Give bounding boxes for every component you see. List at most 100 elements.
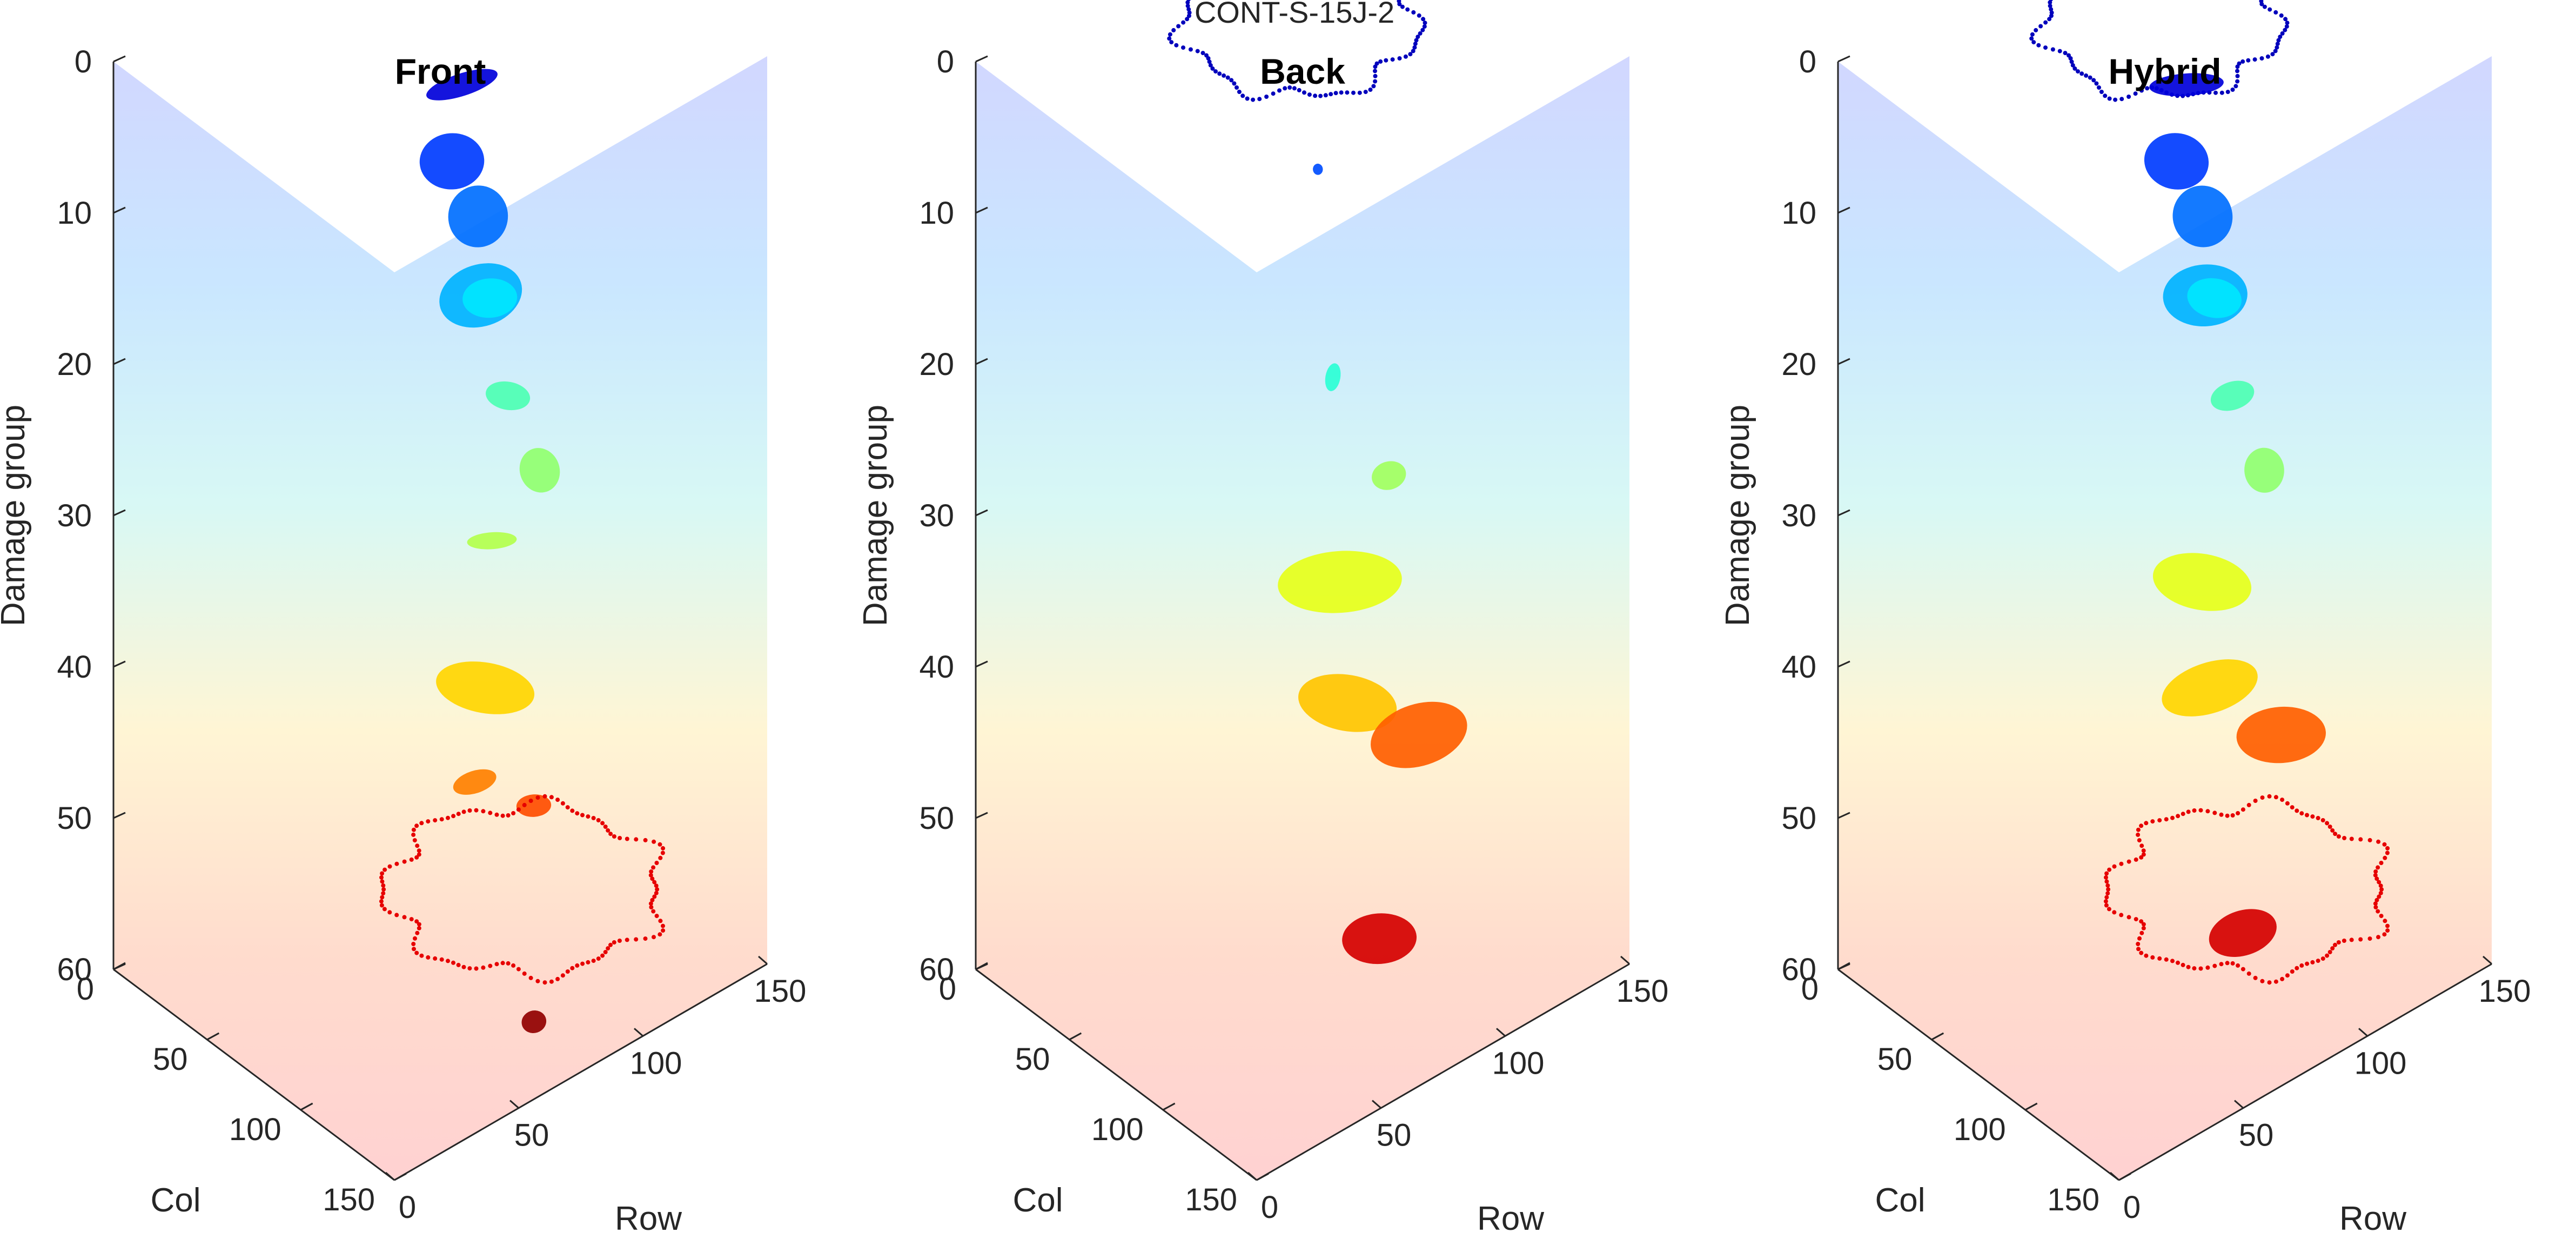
marker-point xyxy=(2236,811,2240,815)
marker-point xyxy=(2330,828,2335,833)
damage-cluster xyxy=(2236,706,2326,764)
marker-point xyxy=(2043,45,2048,50)
col-tick xyxy=(1069,1032,1082,1041)
marker-point xyxy=(2275,42,2280,46)
marker-point xyxy=(1185,0,1190,5)
marker-point xyxy=(1217,71,1222,76)
marker-point xyxy=(2253,799,2258,803)
marker-point xyxy=(1373,69,1377,73)
damage-cluster xyxy=(2210,380,2255,411)
row-tick xyxy=(2358,1028,2368,1037)
col-tick xyxy=(2118,1173,2131,1181)
marker-point xyxy=(661,923,665,928)
col-tick-label: 150 xyxy=(323,1182,375,1217)
marker-point xyxy=(2290,805,2295,810)
marker-point xyxy=(411,832,416,837)
marker-point xyxy=(2378,890,2383,895)
col-tick-label: 150 xyxy=(1185,1182,1237,1217)
marker-point xyxy=(1333,91,1338,96)
marker-point xyxy=(2377,880,2382,885)
z-tick-label: 60 xyxy=(919,952,954,987)
marker-point xyxy=(1283,86,1287,91)
marker-point xyxy=(1229,78,1234,83)
row-tick xyxy=(2483,955,2492,965)
volume-shading xyxy=(976,56,1629,1180)
marker-point xyxy=(2259,56,2264,61)
marker-point xyxy=(2235,79,2240,84)
marker-point xyxy=(2164,957,2169,962)
z-tick xyxy=(975,206,988,214)
marker-point xyxy=(2373,873,2378,878)
row-axis-line xyxy=(394,963,768,1181)
marker-point xyxy=(2141,848,2146,853)
marker-point xyxy=(1351,90,1356,95)
z-tick-label: 0 xyxy=(75,44,92,79)
z-tick-label: 50 xyxy=(919,801,954,836)
marker-point xyxy=(612,834,616,839)
marker-point xyxy=(549,795,554,800)
z-tick-label: 50 xyxy=(57,801,92,836)
marker-point xyxy=(2385,923,2390,928)
marker-point xyxy=(379,903,384,908)
panel-title: Front xyxy=(395,51,486,91)
marker-point xyxy=(2233,84,2238,89)
row-tick-label: 50 xyxy=(1377,1118,1412,1153)
row-tick xyxy=(385,1171,395,1181)
marker-point xyxy=(2235,64,2240,69)
marker-point xyxy=(1417,13,1421,18)
marker-point xyxy=(1167,36,1172,41)
marker-point xyxy=(2136,942,2141,946)
row-tick-label: 100 xyxy=(2354,1046,2407,1081)
marker-point xyxy=(2382,842,2387,847)
marker-point xyxy=(426,819,431,824)
marker-point xyxy=(1195,49,1200,53)
z-tick xyxy=(113,509,126,517)
row-tick-label: 100 xyxy=(1492,1046,1545,1081)
marker-point xyxy=(1313,93,1318,98)
marker-point xyxy=(2136,827,2141,832)
marker-point xyxy=(1257,97,1262,102)
marker-point xyxy=(1373,64,1378,69)
marker-point xyxy=(2157,818,2162,823)
col-axis-line xyxy=(1837,968,2119,1181)
marker-point xyxy=(1264,95,1269,99)
row-tick-label: 150 xyxy=(754,974,807,1009)
marker-point xyxy=(522,802,527,807)
marker-point xyxy=(1403,54,1408,59)
marker-point xyxy=(387,910,392,915)
col-tick xyxy=(206,1032,220,1041)
row-axis-label: Row xyxy=(1477,1200,1544,1237)
marker-point xyxy=(586,960,591,965)
marker-point xyxy=(2181,962,2185,967)
damage-cluster xyxy=(448,185,508,247)
marker-point xyxy=(654,890,659,895)
marker-point xyxy=(474,966,479,971)
marker-point xyxy=(555,798,560,802)
marker-point xyxy=(2253,975,2258,980)
marker-point xyxy=(2099,90,2104,94)
marker-point xyxy=(2119,913,2124,917)
marker-point xyxy=(2043,20,2048,25)
marker-point xyxy=(2104,871,2109,876)
marker-point xyxy=(2150,819,2155,824)
damage-cluster xyxy=(1342,913,1417,965)
col-tick xyxy=(2024,1102,2038,1111)
marker-point xyxy=(2141,922,2146,927)
marker-point xyxy=(652,880,657,885)
row-axis-line xyxy=(2118,963,2492,1181)
marker-point xyxy=(414,950,419,955)
damage-cluster xyxy=(2144,133,2209,190)
marker-point xyxy=(2283,28,2287,32)
marker-point xyxy=(2070,63,2075,68)
marker-point xyxy=(2186,965,2191,969)
marker-point xyxy=(2325,821,2330,826)
marker-point xyxy=(380,879,385,884)
marker-point xyxy=(467,808,472,813)
marker-point xyxy=(394,913,399,917)
marker-point xyxy=(535,795,540,800)
marker-point xyxy=(2144,953,2149,958)
marker-point xyxy=(381,883,386,888)
marker-point xyxy=(2285,21,2290,25)
